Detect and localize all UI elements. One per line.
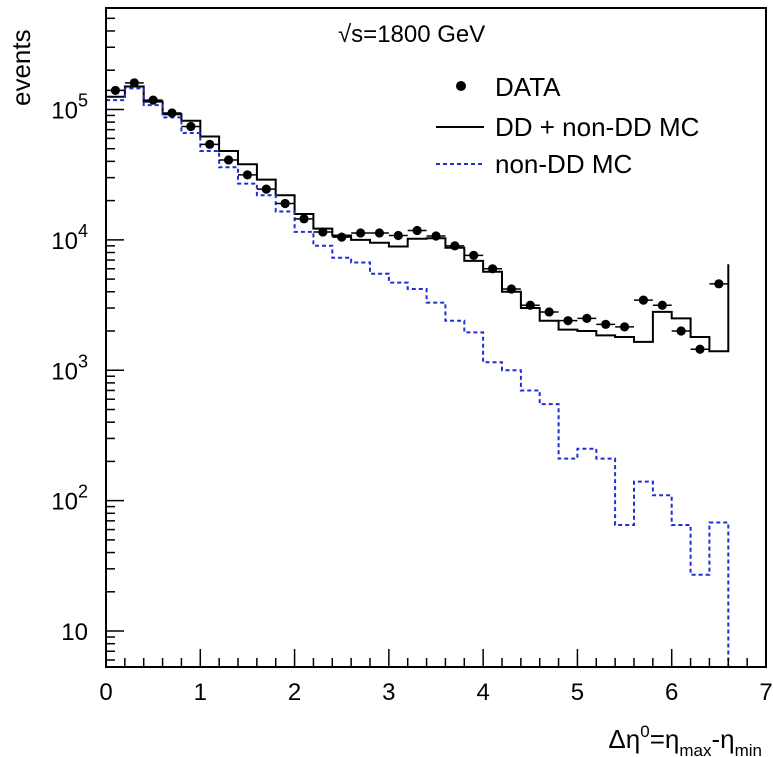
x-tick-label: 3 xyxy=(382,679,395,706)
x-tick-label: 7 xyxy=(759,679,772,706)
data-point xyxy=(469,250,479,261)
y-tick-labels: 10 102 103 104 105 xyxy=(51,90,88,646)
data-point xyxy=(148,95,158,105)
data-point xyxy=(601,319,611,329)
series-non-dd-mc-step xyxy=(105,87,730,667)
x-tick-label: 1 xyxy=(194,679,207,706)
data-point xyxy=(337,232,347,242)
data-point xyxy=(431,231,441,241)
y-tick-label: 104 xyxy=(51,221,88,255)
legend-label-dd-mc: DD + non-DD MC xyxy=(495,112,699,142)
data-point xyxy=(299,214,309,224)
x-title-mid2: -η xyxy=(711,724,734,754)
data-point xyxy=(638,295,649,305)
axis-ticks xyxy=(105,7,767,667)
data-point xyxy=(223,155,234,165)
data-point xyxy=(110,85,121,96)
data-point xyxy=(280,198,290,209)
data-point xyxy=(525,300,535,310)
plot-frame xyxy=(105,7,767,668)
data-point xyxy=(657,300,667,310)
y-tick-label: 105 xyxy=(51,90,88,124)
x-axis-title: Δη0=ηmax-ηmin xyxy=(608,722,762,757)
data-point xyxy=(129,78,139,88)
x-tick-label: 4 xyxy=(476,679,489,706)
data-point xyxy=(167,108,177,118)
data-point xyxy=(714,279,724,289)
x-tick-label: 0 xyxy=(99,679,112,706)
data-points xyxy=(106,78,729,354)
data-point xyxy=(506,284,517,294)
legend-marker-data xyxy=(456,81,466,91)
data-point xyxy=(412,225,422,236)
data-point xyxy=(487,264,498,274)
data-point xyxy=(374,228,385,238)
data-point xyxy=(318,227,328,237)
data-point xyxy=(544,307,554,317)
data-point xyxy=(676,326,686,336)
legend-label-data: DATA xyxy=(495,72,561,102)
x-title-sub1: max xyxy=(679,741,712,757)
data-point xyxy=(450,241,460,251)
y-tick-label: 102 xyxy=(51,482,88,516)
data-point xyxy=(205,139,215,149)
x-title-sup: 0 xyxy=(640,722,649,741)
y-tick-label: 103 xyxy=(51,351,88,385)
mc-histograms xyxy=(105,85,730,667)
y-tick-label: 10 xyxy=(61,619,88,646)
legend: DATA DD + non-DD MC non-DD MC xyxy=(436,72,699,179)
data-point xyxy=(563,316,573,326)
x-tick-label: 5 xyxy=(571,679,584,706)
data-point xyxy=(242,170,253,180)
x-tick-label: 6 xyxy=(665,679,678,706)
x-tick-labels: 0 1 2 3 4 5 6 7 xyxy=(99,679,772,706)
data-point xyxy=(393,230,403,241)
x-title-mid1: =η xyxy=(650,724,680,754)
data-point xyxy=(582,313,592,323)
x-tick-label: 2 xyxy=(288,679,301,706)
y-axis-title: events xyxy=(6,29,36,106)
x-title-sub2: min xyxy=(735,741,762,757)
data-point xyxy=(355,228,366,238)
data-point xyxy=(186,121,196,132)
energy-label: √s=1800 GeV xyxy=(338,21,485,48)
data-point xyxy=(261,184,271,194)
series-dd-plus-non-dd-mc-step xyxy=(105,85,730,667)
data-point xyxy=(619,322,630,332)
legend-label-non-dd-mc: non-DD MC xyxy=(495,149,632,179)
x-title-prefix: Δη xyxy=(608,724,640,754)
data-point xyxy=(695,344,705,354)
